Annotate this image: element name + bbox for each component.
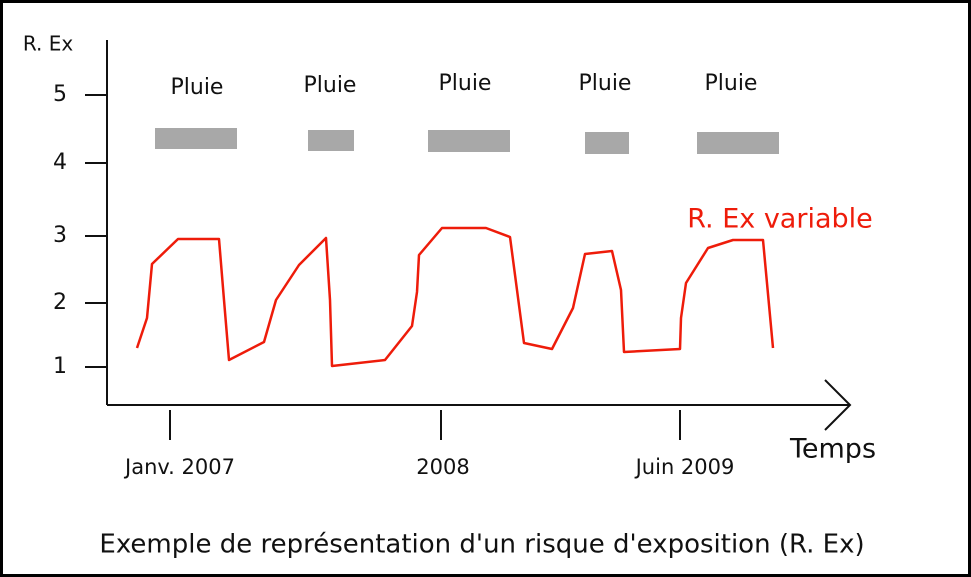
rain-label: Pluie (705, 71, 758, 96)
y-tick-label: 5 (53, 82, 67, 107)
y-axis-title: R. Ex (23, 32, 74, 56)
y-tick-label: 2 (53, 290, 67, 315)
x-tick-label: 2008 (416, 455, 469, 479)
x-axis-arrow (824, 379, 852, 431)
curve-label: R. Ex variable (687, 204, 873, 235)
y-tick-label: 3 (53, 223, 67, 248)
rain-periods: Pluie Pluie Pluie Pluie Pluie (155, 71, 779, 154)
rain-label: Pluie (171, 75, 224, 100)
rain-bar (155, 128, 237, 149)
rain-label: Pluie (304, 73, 357, 98)
y-ticks: 5 4 3 2 1 (53, 82, 107, 379)
x-tick-label: Juin 2009 (634, 455, 735, 479)
rain-bar (697, 132, 779, 154)
rain-bar (585, 132, 629, 154)
rain-bar (308, 130, 354, 151)
y-tick-label: 4 (53, 150, 67, 175)
rain-bar (428, 130, 510, 152)
exposure-curve (135, 226, 775, 368)
caption: Exemple de représentation d'un risque d'… (99, 530, 864, 560)
y-tick-label: 1 (53, 354, 67, 379)
x-axis-title: Temps (789, 434, 876, 465)
rain-label: Pluie (439, 71, 492, 96)
rain-label: Pluie (579, 71, 632, 96)
x-tick-label: Janv. 2007 (123, 455, 235, 479)
